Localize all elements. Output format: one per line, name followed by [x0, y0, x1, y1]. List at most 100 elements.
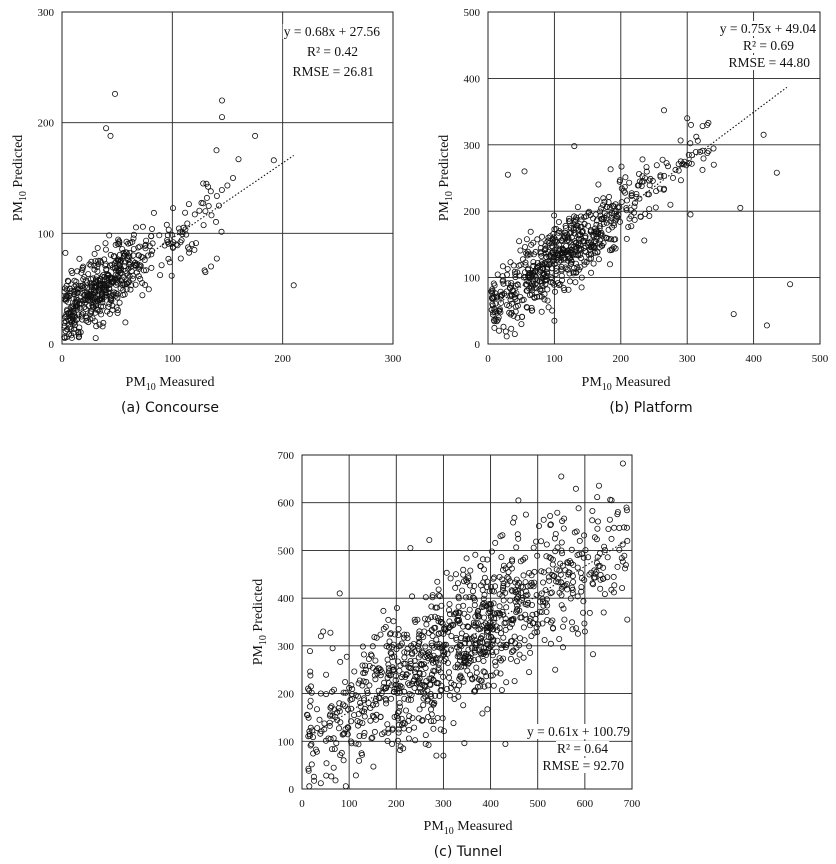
data-point — [156, 232, 163, 239]
data-point — [437, 619, 444, 626]
data-point — [83, 317, 90, 324]
data-point — [352, 692, 359, 699]
data-point — [497, 630, 504, 637]
data-point — [565, 217, 572, 224]
data-point — [539, 233, 546, 240]
data-point — [503, 271, 510, 278]
data-point — [327, 704, 334, 711]
data-point — [531, 579, 538, 586]
data-point — [507, 259, 514, 266]
data-point — [106, 285, 113, 292]
data-point — [323, 760, 330, 767]
data-point — [481, 669, 488, 676]
data-point — [539, 620, 546, 627]
data-point — [679, 161, 686, 168]
data-point — [412, 619, 419, 626]
data-point — [497, 288, 504, 295]
data-point — [559, 237, 566, 244]
data-point — [665, 163, 672, 170]
data-point — [341, 703, 348, 710]
data-point — [307, 668, 314, 675]
data-point — [183, 231, 190, 238]
data-point — [130, 235, 137, 242]
data-point — [628, 213, 635, 220]
data-point — [559, 562, 566, 569]
data-point — [579, 237, 586, 244]
data-point — [470, 657, 477, 664]
data-point — [608, 497, 615, 504]
data-point — [113, 258, 120, 265]
data-point — [631, 203, 638, 210]
data-point — [336, 590, 343, 597]
data-point — [572, 279, 579, 286]
data-point — [474, 683, 481, 690]
data-point — [474, 611, 481, 618]
data-point — [540, 262, 547, 269]
data-point — [572, 238, 579, 245]
data-point — [389, 654, 396, 661]
y-tick-label: 0 — [49, 339, 55, 351]
data-point — [198, 199, 205, 206]
data-point — [552, 666, 559, 673]
data-point — [329, 688, 336, 695]
data-point — [409, 715, 416, 722]
data-point — [566, 558, 573, 565]
data-point — [619, 460, 626, 467]
data-point — [308, 761, 315, 768]
data-point — [556, 589, 563, 596]
data-point — [507, 311, 514, 318]
data-point — [578, 588, 585, 595]
data-point — [606, 204, 613, 211]
data-point — [80, 276, 87, 283]
data-point — [203, 194, 210, 201]
data-point — [694, 137, 701, 144]
data-point — [422, 643, 429, 650]
data-point — [624, 524, 631, 531]
data-point — [488, 584, 495, 591]
data-point — [418, 648, 425, 655]
data-point — [430, 644, 437, 651]
data-point — [591, 534, 598, 541]
data-point — [549, 307, 556, 314]
data-point — [323, 671, 330, 678]
data-point — [87, 310, 94, 317]
data-point — [460, 602, 467, 609]
data-point — [105, 303, 112, 310]
data-point — [458, 630, 465, 637]
data-point — [596, 562, 603, 569]
data-point — [415, 680, 422, 687]
data-point — [87, 290, 94, 297]
data-point — [102, 246, 109, 253]
data-point — [466, 594, 473, 601]
y-tick-label: 400 — [278, 593, 295, 605]
x-tick-label: 0 — [299, 798, 305, 810]
data-point — [191, 246, 198, 253]
data-point — [341, 730, 348, 737]
data-point — [448, 646, 455, 653]
data-point — [561, 232, 568, 239]
annotation-background — [526, 724, 632, 739]
data-point — [424, 687, 431, 694]
y-axis-title-sub: 10 — [18, 191, 29, 201]
data-point — [314, 725, 321, 732]
data-point — [522, 554, 529, 561]
data-point — [600, 609, 607, 616]
data-point — [63, 286, 70, 293]
data-point — [454, 653, 461, 660]
data-point — [179, 231, 186, 238]
data-point — [405, 726, 412, 733]
data-point — [166, 259, 173, 266]
data-point — [489, 311, 496, 318]
data-point — [94, 268, 101, 275]
data-point — [428, 711, 435, 718]
data-point — [622, 174, 629, 181]
data-point — [139, 292, 146, 299]
data-point — [411, 616, 418, 623]
data-point — [526, 669, 533, 676]
regression-equation: y = 0.68x + 27.56 — [284, 24, 380, 39]
data-point — [566, 230, 573, 237]
data-point — [560, 623, 567, 630]
data-point — [558, 602, 565, 609]
data-point — [652, 204, 659, 211]
data-point — [454, 664, 461, 671]
